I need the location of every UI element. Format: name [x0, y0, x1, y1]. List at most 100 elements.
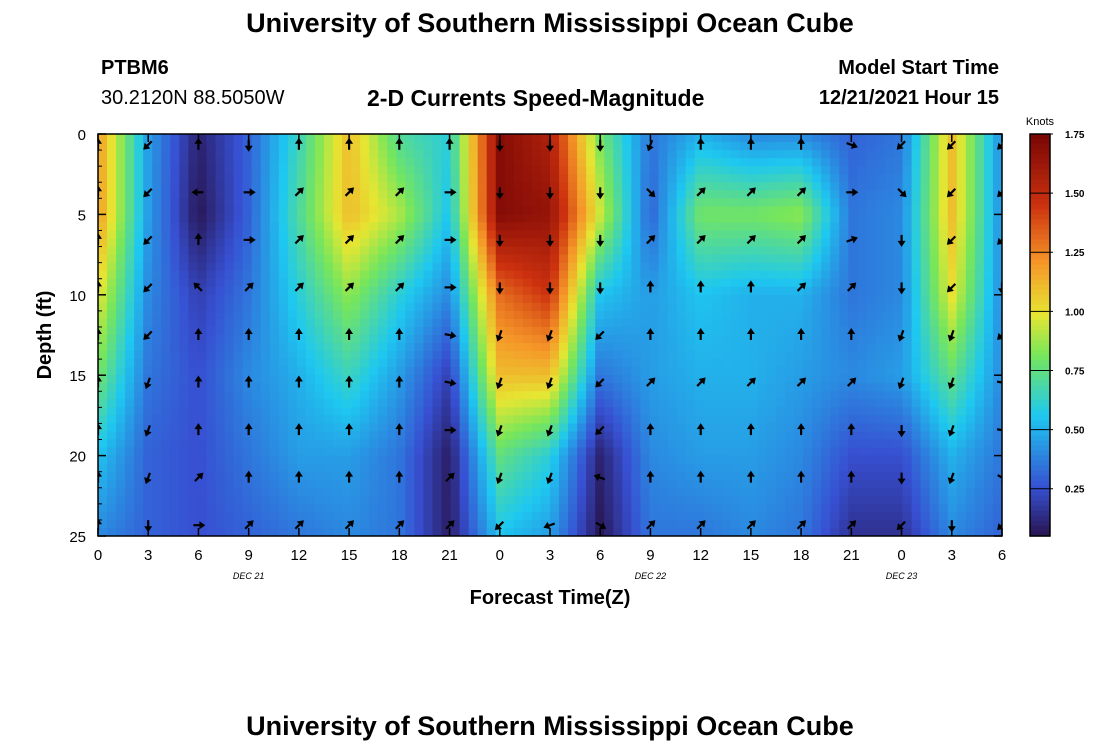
- heatmap-cell: [414, 246, 425, 256]
- heatmap-cell: [215, 262, 226, 272]
- heatmap-cell: [197, 479, 208, 489]
- heatmap-cell: [495, 262, 506, 272]
- heatmap-cell: [577, 415, 587, 425]
- heatmap-cell: [604, 278, 614, 288]
- heatmap-cell: [920, 302, 931, 312]
- heatmap-cell: [956, 495, 967, 505]
- heatmap-cell: [459, 447, 470, 457]
- heatmap-cell: [278, 471, 289, 481]
- heatmap-cell: [568, 206, 578, 215]
- heatmap-cell: [848, 511, 858, 521]
- heatmap-cell: [658, 286, 669, 296]
- heatmap-cell: [839, 166, 849, 175]
- heatmap-cell: [152, 367, 162, 376]
- heatmap-cell: [197, 359, 208, 368]
- heatmap-cell: [640, 190, 651, 199]
- heatmap-cell: [432, 294, 443, 304]
- heatmap-cell: [107, 487, 117, 497]
- heatmap-cell: [116, 142, 126, 151]
- heatmap-cell: [378, 391, 388, 400]
- heatmap-cell: [785, 214, 795, 224]
- heatmap-cell: [550, 343, 560, 352]
- heatmap-cell: [351, 174, 361, 183]
- heatmap-cell: [251, 527, 262, 536]
- heatmap-cell: [712, 230, 723, 240]
- heatmap-cell: [631, 286, 641, 296]
- heatmap-cell: [324, 142, 334, 151]
- heatmap-cell: [956, 230, 967, 240]
- heatmap-cell: [179, 198, 189, 207]
- heatmap-cell: [305, 174, 316, 183]
- heatmap-cell: [739, 487, 750, 497]
- heatmap-cell: [441, 423, 452, 433]
- heatmap-cell: [251, 294, 262, 304]
- heatmap-cell: [857, 214, 867, 224]
- heatmap-cell: [766, 254, 777, 264]
- heatmap-cell: [459, 375, 470, 384]
- heatmap-cell: [324, 495, 334, 505]
- heatmap-cell: [432, 375, 443, 384]
- heatmap-cell: [992, 214, 1002, 224]
- heatmap-cell: [477, 270, 488, 280]
- heatmap-cell: [776, 310, 786, 320]
- heatmap-cell: [369, 214, 379, 224]
- heatmap-cell: [423, 463, 434, 473]
- heatmap-cell: [450, 326, 461, 336]
- heatmap-cell: [369, 343, 379, 352]
- heatmap-cell: [911, 335, 922, 344]
- heatmap-cell: [803, 302, 813, 312]
- heatmap-cell: [459, 519, 470, 529]
- heatmap-cell: [540, 190, 551, 199]
- heatmap-cell: [676, 158, 687, 167]
- heatmap-cell: [477, 214, 488, 224]
- heatmap-cell: [848, 367, 858, 376]
- heatmap-cell: [161, 527, 171, 536]
- heatmap-cell: [685, 190, 696, 199]
- heatmap-cell: [703, 214, 714, 224]
- heatmap-cell: [839, 326, 849, 336]
- heatmap-cell: [884, 310, 895, 320]
- heatmap-cell: [866, 222, 877, 232]
- heatmap-cell: [522, 407, 533, 416]
- heatmap-cell: [676, 471, 687, 481]
- heatmap-cell: [206, 246, 217, 256]
- heatmap-cell: [540, 487, 551, 497]
- heatmap-cell: [893, 455, 904, 465]
- heatmap-cell: [748, 142, 759, 151]
- heatmap-cell: [504, 206, 515, 215]
- heatmap-cell: [830, 391, 840, 400]
- heatmap-cell: [920, 527, 931, 536]
- heatmap-cell: [486, 270, 497, 280]
- heatmap-cell: [116, 214, 126, 224]
- heatmap-cell: [152, 439, 162, 449]
- heatmap-cell: [757, 367, 768, 376]
- heatmap-cell: [649, 286, 660, 296]
- heatmap-cell: [98, 463, 108, 473]
- heatmap-cell: [685, 294, 696, 304]
- heatmap-cell: [206, 495, 217, 505]
- heatmap-cell: [423, 182, 434, 191]
- heatmap-cell: [305, 375, 316, 384]
- heatmap-cell: [432, 391, 443, 400]
- heatmap-cell: [974, 318, 985, 328]
- heatmap-cell: [125, 407, 135, 416]
- heatmap-cell: [703, 206, 714, 215]
- heatmap-cell: [640, 367, 651, 376]
- heatmap-cell: [757, 190, 768, 199]
- heatmap-cell: [875, 166, 886, 175]
- heatmap-cell: [215, 503, 226, 513]
- heatmap-cell: [486, 302, 497, 312]
- heatmap-cell: [233, 206, 244, 215]
- heatmap-cell: [179, 471, 189, 481]
- heatmap-cell: [703, 270, 714, 280]
- heatmap-cell: [622, 150, 632, 159]
- heatmap-cell: [251, 326, 262, 336]
- heatmap-cell: [251, 367, 262, 376]
- heatmap-cell: [387, 326, 397, 336]
- heatmap-cell: [586, 343, 596, 352]
- heatmap-cell: [396, 415, 406, 425]
- heatmap-cell: [495, 182, 506, 191]
- heatmap-cell: [866, 375, 877, 384]
- heatmap-cell: [974, 479, 985, 489]
- heatmap-cell: [179, 318, 189, 328]
